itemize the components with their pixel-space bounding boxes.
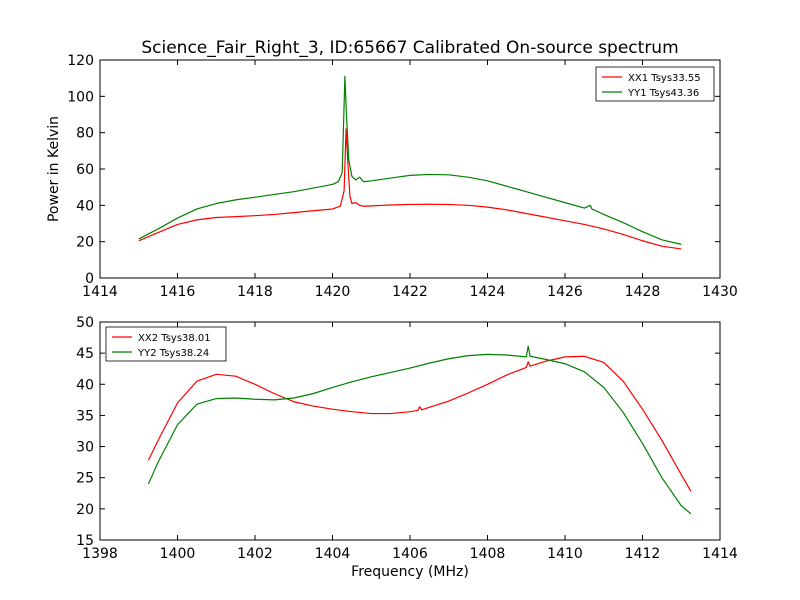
y-tick-label: 40 xyxy=(76,377,94,393)
series-line-green xyxy=(147,345,692,515)
x-tick-label: 1410 xyxy=(547,546,583,562)
y-tick-label: 20 xyxy=(76,235,94,251)
legend-label: YY1 Tsys43.36 xyxy=(627,88,699,99)
x-tick-label: 1398 xyxy=(82,546,118,562)
x-tick-label: 1414 xyxy=(702,546,738,562)
x-tick-label: 1414 xyxy=(82,284,118,300)
x-tick-label: 1416 xyxy=(160,284,196,300)
y-tick-label: 45 xyxy=(76,346,94,362)
legend-box xyxy=(105,326,227,362)
x-tick-label: 1402 xyxy=(237,546,273,562)
top-spectrum-panel: 1414 1416 1418 1420 1422 1424 1426 1428 1430 0 20 4… xyxy=(46,53,738,300)
y-tick-label: 50 xyxy=(76,315,94,331)
legend: XX1 Tsys33.55 YY1 Tsys43.36 xyxy=(595,66,715,102)
y-tick-label: 120 xyxy=(67,53,94,69)
legend-label: YY2 Tsys38.24 xyxy=(137,348,209,359)
figure-title: Science_Fair_Right_3, ID:65667 Calibrate… xyxy=(141,38,678,58)
y-tick-label: 20 xyxy=(76,502,94,518)
y-axis-title: Power in Kelvin xyxy=(46,116,62,222)
x-tick-label: 1420 xyxy=(315,284,351,300)
x-tick-label: 1422 xyxy=(392,284,428,300)
y-tick-label: 60 xyxy=(76,162,94,178)
legend: XX2 Tsys38.01 YY2 Tsys38.24 xyxy=(105,326,227,362)
x-tick-label: 1406 xyxy=(392,546,428,562)
x-tick-label: 1408 xyxy=(470,546,506,562)
x-tick-label: 1404 xyxy=(315,546,351,562)
series-line-red xyxy=(138,128,682,250)
y-tick-label: 100 xyxy=(67,89,94,105)
y-tick-label: 30 xyxy=(76,440,94,456)
x-tick-label: 1424 xyxy=(470,284,506,300)
x-tick-label: 1412 xyxy=(625,546,661,562)
x-axis-title: Frequency (MHz) xyxy=(351,564,469,580)
legend-box xyxy=(595,66,715,102)
legend-label: XX1 Tsys33.55 xyxy=(628,73,701,84)
series-line-green xyxy=(138,75,682,245)
x-tick-label: 1426 xyxy=(547,284,583,300)
y-tick-label: 40 xyxy=(76,198,94,214)
y-tick-label: 0 xyxy=(85,271,94,287)
x-tick-label: 1428 xyxy=(625,284,661,300)
y-tick-label: 80 xyxy=(76,126,94,142)
y-tick-label: 35 xyxy=(76,408,94,424)
y-tick-label: 15 xyxy=(76,533,94,549)
y-tick-label: 25 xyxy=(76,471,94,487)
x-tick-label: 1430 xyxy=(702,284,738,300)
legend-label: XX2 Tsys38.01 xyxy=(138,333,211,344)
bottom-spectrum-panel: 1398 1400 1402 1404 1406 1408 1410 1412 1414 15 20… xyxy=(76,315,738,580)
x-tick-label: 1400 xyxy=(160,546,196,562)
series-line-red xyxy=(147,355,692,492)
x-tick-label: 1418 xyxy=(237,284,273,300)
